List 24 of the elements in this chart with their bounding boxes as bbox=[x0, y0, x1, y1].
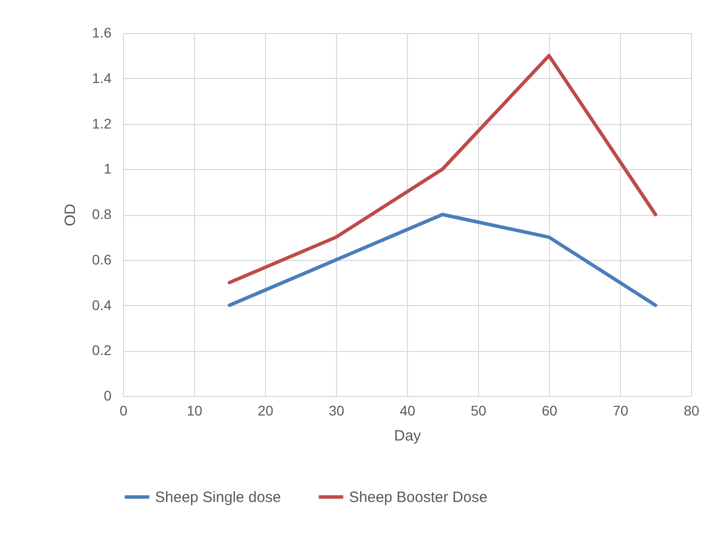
line-series bbox=[228, 212, 658, 307]
legend-label: Sheep Booster Dose bbox=[349, 489, 488, 506]
x-tick-label: 60 bbox=[542, 402, 558, 418]
y-axis-title: OD bbox=[62, 204, 80, 226]
y-tick-label: 1.6 bbox=[92, 24, 112, 40]
y-tick-label: 0.4 bbox=[92, 296, 112, 313]
y-tick-label: 1.4 bbox=[92, 70, 112, 86]
y-tick-label: 1.2 bbox=[92, 115, 112, 132]
y-tick-label: 0.8 bbox=[92, 206, 112, 222]
x-tick-label: 70 bbox=[612, 402, 628, 418]
x-tick-label: 0 bbox=[120, 402, 128, 418]
x-tick-label: 80 bbox=[684, 402, 700, 418]
x-tick-label: 30 bbox=[328, 402, 344, 418]
x-tick-label: 10 bbox=[186, 402, 202, 418]
x-tick-label: 40 bbox=[400, 402, 416, 418]
legend-label: Sheep Single dose bbox=[155, 489, 281, 506]
line-series bbox=[228, 54, 658, 284]
x-tick-label: 50 bbox=[470, 402, 486, 418]
x-axis-title: Day bbox=[394, 428, 422, 444]
y-tick-label: 0 bbox=[104, 388, 112, 404]
y-tick-label: 0.6 bbox=[92, 251, 112, 268]
x-tick-label: 20 bbox=[258, 402, 274, 418]
y-tick-label: 0.2 bbox=[92, 342, 112, 358]
y-tick-label: 1 bbox=[104, 160, 112, 177]
